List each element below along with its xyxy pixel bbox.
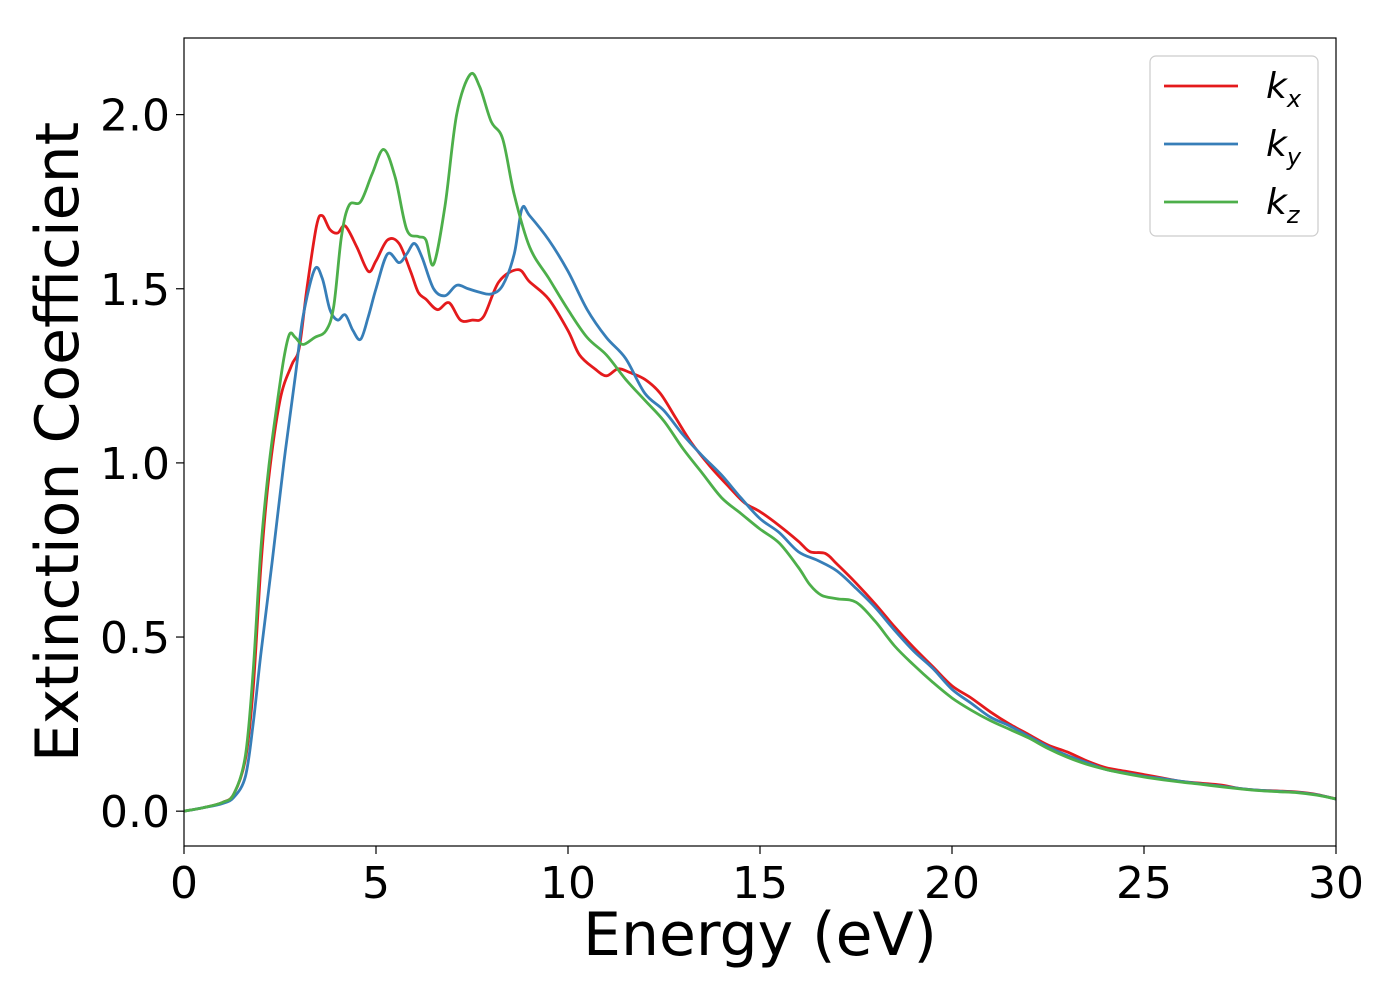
- y-tick-label: 1.5: [100, 265, 170, 316]
- legend-label-kz: kz: [1266, 182, 1301, 229]
- x-tick-label: 15: [732, 858, 788, 909]
- x-tick-label: 10: [540, 858, 596, 909]
- y-axis-ticks: 0.0 0.5 1.0 1.5 2.0: [100, 91, 184, 838]
- y-axis-label: Extinction Coefficient: [23, 122, 93, 762]
- legend-label-ky: ky: [1266, 124, 1302, 171]
- legend-label-kx: kx: [1266, 66, 1302, 113]
- series-line-kx: [184, 213, 1336, 813]
- series-line-ky: [184, 204, 1336, 813]
- y-tick-label: 0.0: [100, 787, 170, 838]
- x-tick-label: 25: [1116, 858, 1172, 909]
- x-axis-label: Energy (eV): [583, 900, 937, 970]
- x-tick-label: 0: [170, 858, 198, 909]
- y-tick-label: 0.5: [100, 613, 170, 664]
- y-tick-label: 2.0: [100, 91, 170, 142]
- series-layer: [184, 72, 1336, 813]
- x-axis-ticks: 0 5 10 15 20 25 30: [170, 846, 1364, 909]
- y-tick-label: 1.0: [100, 439, 170, 490]
- x-tick-label: 30: [1308, 858, 1364, 909]
- legend-box: [1149, 55, 1319, 237]
- x-tick-label: 20: [924, 858, 980, 909]
- series-line-kz: [184, 72, 1336, 813]
- legend: kx ky kz: [1149, 55, 1319, 237]
- x-tick-label: 5: [362, 858, 390, 909]
